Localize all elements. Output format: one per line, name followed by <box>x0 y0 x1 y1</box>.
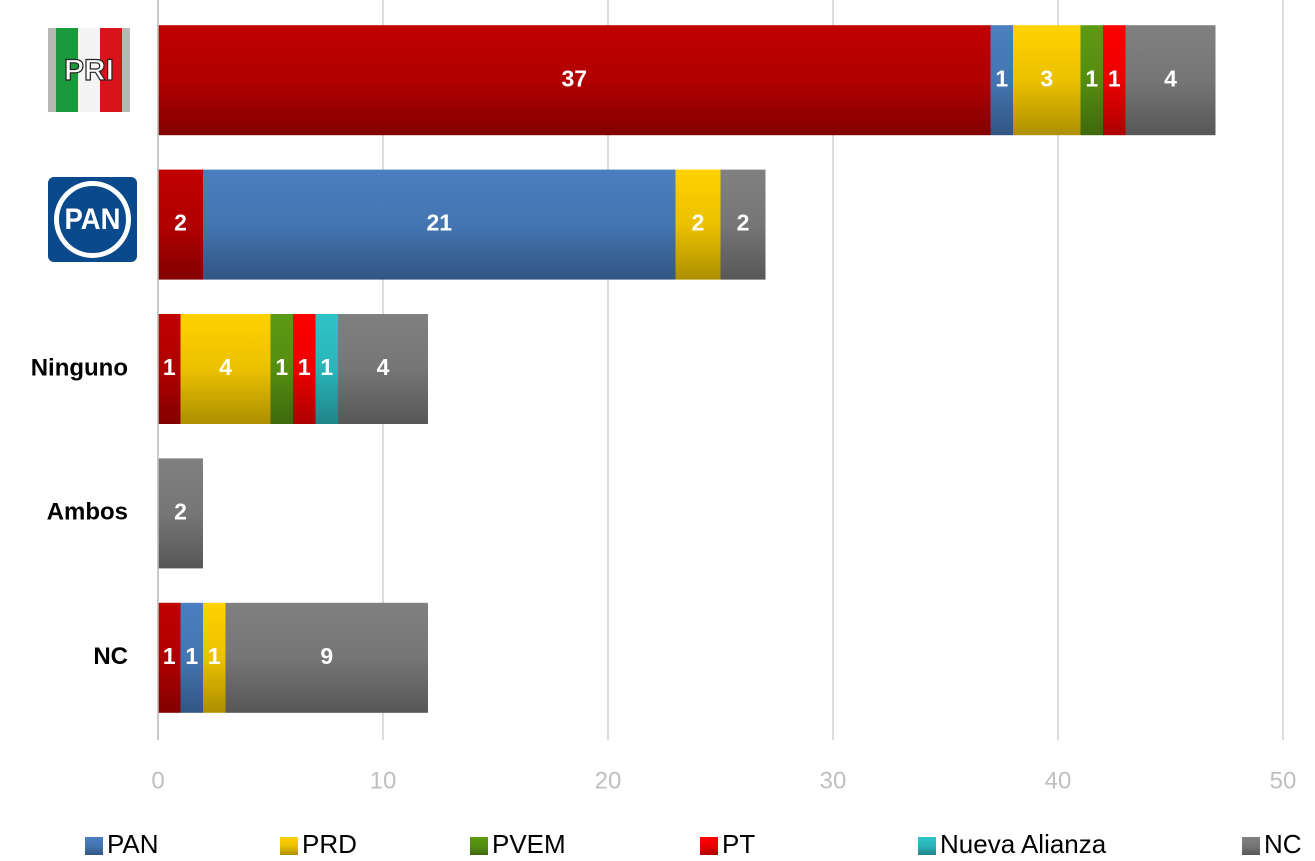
data-label: 1 <box>320 354 333 380</box>
bar-segment <box>158 314 181 424</box>
pri-logo: PRI <box>48 28 130 112</box>
data-label: 9 <box>320 643 333 669</box>
category-label: NC <box>93 643 128 670</box>
data-label: 1 <box>275 354 288 380</box>
x-tick-label: 40 <box>1045 767 1072 794</box>
data-label: 21 <box>426 210 452 236</box>
legend-swatch <box>1242 837 1260 855</box>
x-tick-label: 0 <box>151 767 164 794</box>
bar-segment <box>180 314 271 424</box>
legend-swatch <box>280 837 298 855</box>
bar-segment <box>158 25 991 136</box>
legend-label: NC <box>1264 829 1302 859</box>
x-tick-label: 20 <box>595 767 622 794</box>
pan-logo: PAN <box>48 177 137 262</box>
bar-segment <box>203 169 676 280</box>
legend-label: PAN <box>107 829 159 859</box>
data-label: 1 <box>995 65 1008 91</box>
bar-segment <box>203 602 226 713</box>
legend-label: Nueva Alianza <box>940 829 1107 859</box>
bar-segment <box>990 25 1013 136</box>
legend-label: PVEM <box>492 829 566 859</box>
bar-segment <box>158 458 203 569</box>
category-label: Ninguno <box>31 354 128 381</box>
data-label: 2 <box>174 498 187 524</box>
bar-segment <box>1125 25 1216 136</box>
bar-segment <box>158 602 181 713</box>
data-label: 3 <box>1040 65 1053 91</box>
data-label: 4 <box>377 354 390 380</box>
data-label: 1 <box>1108 65 1121 91</box>
bar-segment <box>315 314 338 424</box>
data-label: 37 <box>561 65 587 91</box>
bar-segment <box>1013 25 1081 136</box>
data-label: 4 <box>219 354 232 380</box>
bar-segment <box>180 602 203 713</box>
data-label: 2 <box>692 210 705 236</box>
bar-segment <box>270 314 293 424</box>
data-label: 1 <box>208 643 221 669</box>
bar-segment <box>675 169 721 280</box>
data-label: 4 <box>1164 65 1177 91</box>
x-tick-label: 10 <box>370 767 397 794</box>
x-tick-label: 50 <box>1270 767 1297 794</box>
data-label: 1 <box>298 354 311 380</box>
x-tick-label: 30 <box>820 767 847 794</box>
data-label: 1 <box>1085 65 1098 91</box>
bar-segment <box>338 314 428 424</box>
legend-swatch <box>918 837 936 855</box>
data-label: 1 <box>163 643 176 669</box>
category-label: PAN <box>65 203 121 236</box>
legend-swatch <box>470 837 488 855</box>
legend-label: PT <box>722 829 755 859</box>
category-label: PRI <box>64 54 114 87</box>
bar-segment <box>1080 25 1103 136</box>
legend-swatch <box>85 837 103 855</box>
bar-segment <box>158 169 203 280</box>
legend-swatch <box>700 837 718 855</box>
bar-segment <box>720 169 766 280</box>
bar-segment <box>1103 25 1126 136</box>
data-label: 2 <box>174 210 187 236</box>
data-label: 1 <box>163 354 176 380</box>
bar-segment <box>293 314 316 424</box>
legend-label: PRD <box>302 829 357 859</box>
data-label: 2 <box>737 210 750 236</box>
bar-segment <box>225 602 428 713</box>
data-label: 1 <box>185 643 198 669</box>
category-label: Ambos <box>47 499 128 526</box>
